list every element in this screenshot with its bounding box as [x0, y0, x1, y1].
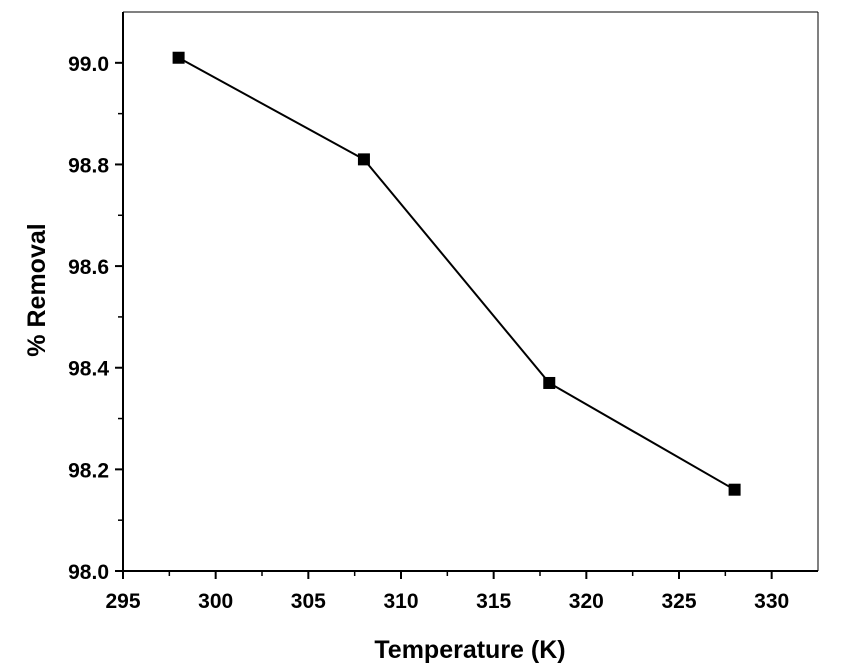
y-tick-label: 98.0 — [68, 561, 109, 584]
y-tick-label: 98.2 — [68, 459, 109, 482]
tick-labels: 295 300 305 310 315 320 325 330 98.0 98.2 98.4 98.6… — [68, 53, 789, 613]
y-tick-label: 98.8 — [68, 154, 109, 177]
y-tick-label: 98.6 — [68, 256, 109, 279]
data-point — [357, 153, 370, 166]
x-axis-title: Temperature (K) — [374, 636, 565, 664]
x-tick-label: 315 — [476, 590, 511, 613]
x-tick-label: 325 — [661, 590, 696, 613]
x-tick-label: 320 — [569, 590, 604, 613]
y-axis-title: % Removal — [23, 223, 51, 356]
series-line — [178, 56, 736, 491]
x-tick-label: 300 — [198, 590, 233, 613]
data-point — [728, 483, 741, 496]
data-point — [172, 51, 185, 64]
x-tick-label: 295 — [105, 590, 140, 613]
plot-frame — [122, 11, 819, 572]
data-point — [543, 376, 556, 389]
data-series — [172, 51, 741, 496]
y-tick-label: 99.0 — [68, 53, 109, 76]
x-tick-label: 305 — [291, 590, 326, 613]
axis-ticks — [115, 61, 773, 579]
x-tick-label: 330 — [754, 590, 789, 613]
x-tick-label: 310 — [383, 590, 418, 613]
y-tick-label: 98.4 — [68, 358, 109, 381]
